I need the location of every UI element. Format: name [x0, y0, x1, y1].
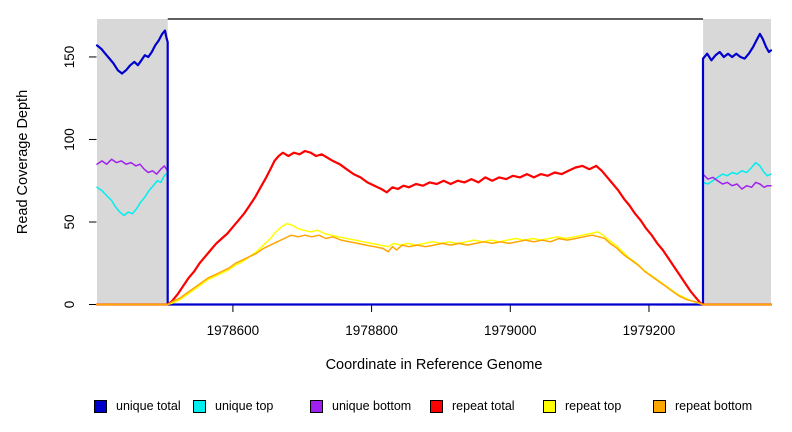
legend-item-unique-total: unique total — [94, 397, 181, 415]
legend-item-unique-bottom: unique bottom — [310, 397, 411, 415]
legend-label: repeat bottom — [675, 399, 753, 413]
legend-item-repeat-bottom: repeat bottom — [653, 397, 752, 415]
x-tick-label: 1979000 — [484, 323, 537, 338]
x-tick-label: 1979200 — [623, 323, 676, 338]
legend-item-repeat-total: repeat total — [430, 397, 515, 415]
series-line-unique-bottom — [96, 158, 772, 306]
y-tick-label: 100 — [62, 128, 77, 151]
y-tick-label: 50 — [62, 214, 77, 229]
x-tick-label: 1978600 — [207, 323, 260, 338]
series-line-repeat-total — [95, 149, 773, 306]
legend-swatch-unique-top — [193, 399, 206, 413]
legend-swatch-repeat-bottom — [653, 399, 666, 413]
y-axis-title: Read Coverage Depth — [15, 90, 31, 234]
legend-label: repeat top — [565, 399, 622, 413]
chart-layer: 1978600 1978800 1979000 1979200 0 50 100 150 — [62, 18, 773, 338]
legend-item-repeat-top: repeat top — [543, 397, 621, 415]
legend-swatch-unique-bottom — [310, 399, 323, 413]
legend-swatch-repeat-total — [430, 399, 443, 413]
series-line-repeat-bottom — [96, 234, 772, 306]
legend-swatch-repeat-top — [543, 399, 556, 413]
legend-label: unique bottom — [332, 399, 412, 413]
legend-swatch-unique-total — [94, 399, 107, 413]
legend-label: unique top — [215, 399, 274, 413]
legend-label: unique total — [116, 399, 181, 413]
x-axis-title: Coordinate in Reference Genome — [326, 357, 543, 373]
legend-label: repeat total — [452, 399, 515, 413]
x-tick-label: 1978800 — [345, 323, 398, 338]
shaded-region-1 — [703, 19, 771, 305]
series-line-unique-total — [95, 29, 773, 306]
shaded-region-0 — [97, 19, 168, 305]
legend-item-unique-top: unique top — [193, 397, 273, 415]
y-tick-label: 150 — [62, 46, 77, 69]
y-tick-label: 0 — [62, 301, 77, 309]
legend: unique total unique top unique bottom repea… — [88, 397, 788, 415]
